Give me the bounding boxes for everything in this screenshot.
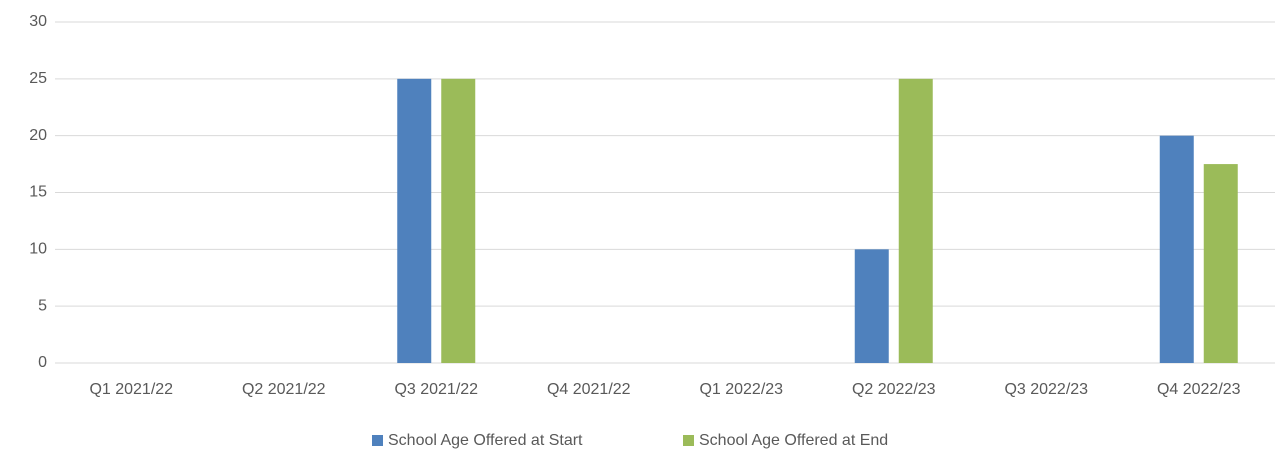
x-tick-label: Q4 2021/22 — [547, 381, 631, 398]
x-tick-label: Q2 2021/22 — [242, 381, 326, 398]
bar — [397, 78, 432, 363]
x-tick-label: Q3 2021/22 — [394, 381, 478, 398]
x-tick-label: Q1 2022/23 — [699, 381, 783, 398]
bar — [898, 78, 933, 363]
y-tick-label: 25 — [29, 70, 47, 87]
legend-swatch — [683, 435, 694, 446]
y-tick-label: 10 — [29, 241, 47, 258]
legend-label: School Age Offered at End — [699, 432, 888, 449]
y-tick-label: 5 — [38, 297, 47, 314]
y-tick-label: 30 — [29, 13, 47, 30]
y-tick-label: 0 — [38, 354, 47, 371]
y-tick-label: 15 — [29, 184, 47, 201]
x-tick-label: Q2 2022/23 — [852, 381, 936, 398]
legend-swatch — [372, 435, 383, 446]
x-tick-label: Q1 2021/22 — [89, 381, 173, 398]
bar — [854, 249, 889, 363]
bar — [1203, 164, 1238, 363]
bar — [441, 78, 476, 363]
x-tick-label: Q4 2022/23 — [1157, 381, 1241, 398]
x-tick-label: Q3 2022/23 — [1004, 381, 1088, 398]
bar — [1159, 135, 1194, 363]
y-tick-label: 20 — [29, 127, 47, 144]
legend-label: School Age Offered at Start — [388, 432, 583, 449]
